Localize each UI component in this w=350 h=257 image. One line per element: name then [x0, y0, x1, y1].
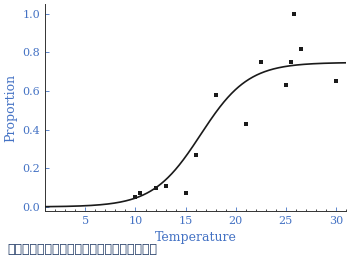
Point — [283, 83, 288, 87]
Point — [183, 191, 188, 195]
Point — [258, 60, 264, 64]
Point — [193, 153, 198, 157]
Point — [153, 186, 158, 190]
Point — [138, 191, 143, 195]
Text: 図３．ミヤマヌカカの気温と飛翔行動の関係: 図３．ミヤマヌカカの気温と飛翔行動の関係 — [7, 243, 157, 256]
Point — [163, 183, 168, 188]
X-axis label: Temperature: Temperature — [155, 231, 237, 244]
Point — [291, 12, 296, 16]
Point — [213, 93, 218, 97]
Point — [243, 122, 248, 126]
Point — [133, 195, 138, 199]
Point — [298, 47, 303, 51]
Point — [333, 79, 338, 84]
Y-axis label: Proportion: Proportion — [4, 74, 17, 142]
Point — [288, 60, 294, 64]
